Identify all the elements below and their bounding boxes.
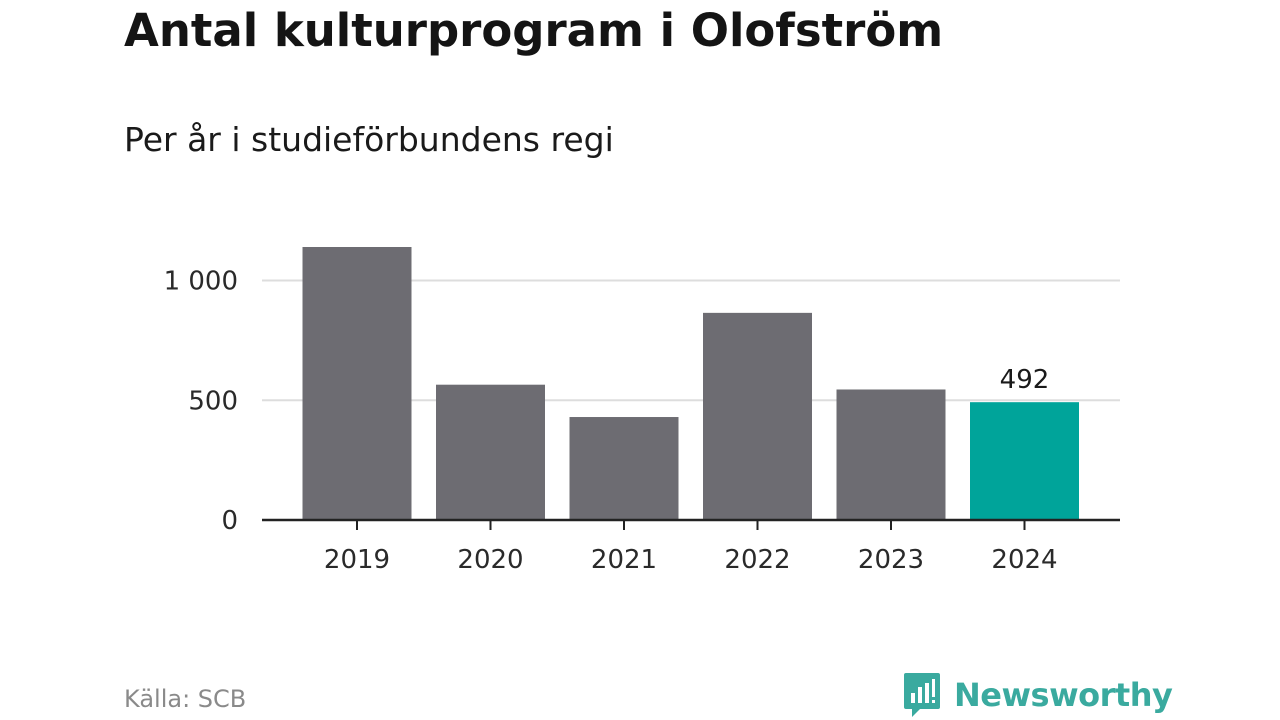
data-labels: 492	[1000, 365, 1050, 395]
brand-logo[interactable]: Newsworthy	[902, 671, 1173, 719]
y-tick-label: 0	[221, 506, 238, 536]
bar-2020	[436, 384, 545, 520]
source-note: Källa: SCB	[124, 685, 247, 713]
x-tick-label: 2022	[724, 545, 790, 575]
bar-chart: 0 500 1 000 2019 2020 2021 2022 2023 2024 492	[164, 247, 1120, 575]
data-label: 492	[1000, 365, 1050, 395]
bar-2022	[703, 312, 812, 520]
x-tick-label: 2021	[591, 545, 657, 575]
bar-2021	[569, 417, 679, 520]
x-tick-label: 2019	[324, 545, 390, 575]
x-tick-label: 2024	[991, 545, 1057, 575]
bars	[302, 247, 1079, 520]
x-axis-ticks: 2019 2020 2021 2022 2023 2024	[324, 520, 1058, 575]
brand-name: Newsworthy	[954, 676, 1173, 714]
y-tick-label: 500	[188, 386, 238, 416]
x-tick-label: 2023	[858, 545, 924, 575]
bar-2024	[970, 402, 1079, 520]
chart-subtitle: Per år i studieförbundens regi	[124, 120, 614, 159]
bar-2023	[836, 389, 946, 520]
y-axis-ticks: 0 500 1 000	[164, 267, 238, 536]
chart-title: Antal kulturprogram i Olofström	[124, 4, 944, 57]
x-tick-label: 2020	[457, 545, 523, 575]
y-tick-label: 1 000	[164, 267, 238, 297]
newsworthy-logo-icon	[904, 673, 940, 717]
bar-2019	[302, 247, 412, 520]
